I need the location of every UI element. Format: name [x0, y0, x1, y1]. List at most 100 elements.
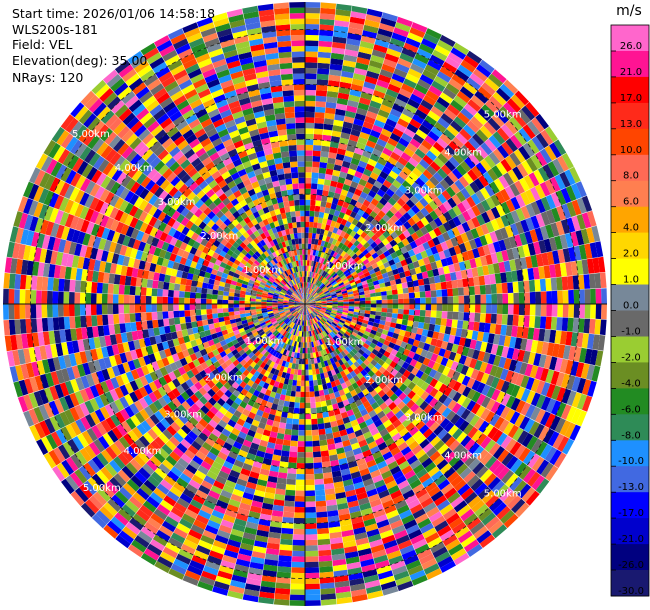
ppi-gate [316, 73, 329, 81]
ppi-gate [556, 277, 563, 291]
ppi-gate [428, 229, 437, 239]
ppi-gate [193, 550, 209, 561]
ppi-gate [320, 257, 325, 264]
ppi-gate [277, 353, 283, 360]
ppi-gate [416, 272, 424, 280]
ppi-gate [318, 312, 324, 316]
ppi-gate [372, 450, 383, 460]
ppi-gate [576, 260, 584, 275]
ppi-gate [374, 84, 388, 94]
ppi-gate [370, 445, 380, 455]
ppi-gate [288, 462, 297, 469]
ppi-gate [300, 304, 305, 308]
ppi-gate [151, 312, 158, 321]
ppi-gate [258, 404, 266, 412]
ppi-gate [159, 551, 176, 564]
ppi-gate [165, 455, 178, 467]
ppi-gate [329, 185, 337, 193]
ppi-gate [491, 304, 498, 314]
ppi-gate [546, 291, 553, 304]
ppi-gate [212, 317, 220, 324]
ppi-gate [383, 123, 395, 133]
ppi-gate [425, 150, 437, 161]
ppi-gate [350, 281, 357, 287]
ppi-gate [305, 161, 313, 167]
ppi-gate [321, 285, 327, 291]
ppi-gate [320, 296, 326, 299]
ppi-gate [267, 413, 276, 421]
ppi-gate [443, 349, 452, 359]
ppi-gate [317, 178, 325, 185]
ppi-gate [518, 127, 532, 143]
ppi-gate [592, 257, 600, 274]
ppi-gate [250, 304, 256, 307]
ppi-gate [316, 273, 320, 280]
ppi-gate [342, 60, 356, 68]
ppi-gate [280, 354, 286, 361]
ppi-gate [358, 328, 366, 334]
ppi-gate [221, 415, 231, 424]
ppi-gate [380, 354, 388, 362]
ppi-gate [337, 280, 343, 285]
ppi-gate [430, 541, 445, 554]
ppi-gate [312, 155, 321, 162]
ppi-gate [387, 331, 394, 338]
ppi-gate [170, 466, 183, 478]
ppi-gate [429, 450, 441, 462]
ppi-gate [504, 185, 516, 199]
ppi-gate [184, 570, 201, 581]
ppi-gate [518, 304, 525, 316]
ppi-gate [429, 175, 440, 187]
ppi-gate [235, 513, 249, 522]
ppi-gate [205, 423, 215, 433]
ppi-gate [322, 337, 327, 344]
ppi-gate [378, 524, 392, 534]
ppi-gate [382, 406, 392, 415]
ppi-gate [320, 251, 325, 258]
ppi-gate [301, 331, 304, 337]
ppi-gate [383, 93, 397, 104]
ppi-gate [376, 341, 384, 348]
ppi-gate [380, 529, 394, 539]
ppi-gate [487, 333, 495, 344]
ppi-gate [378, 278, 385, 284]
ppi-gate [320, 445, 329, 452]
ppi-gate [432, 49, 448, 62]
ppi-ray [305, 28, 442, 304]
ppi-gate [402, 314, 409, 321]
ppi-gate [458, 295, 465, 304]
ppi-gate [373, 419, 383, 428]
ppi-gate [530, 438, 543, 454]
ppi-gate [253, 342, 261, 349]
ppi-gate [132, 513, 147, 527]
ppi-gate [512, 427, 524, 442]
ppi-gate [91, 315, 98, 327]
ppi-gate [430, 310, 437, 318]
ppi-gate [352, 287, 358, 292]
ppi-gate [545, 278, 552, 291]
ppi-gate [326, 307, 333, 310]
ppi-gate [308, 314, 311, 320]
ppi-gate [201, 480, 213, 490]
ppi-gate [382, 222, 391, 231]
ppi-gate [341, 342, 348, 349]
ppi-gate [452, 136, 464, 149]
ppi-gate [208, 397, 217, 406]
ppi-gate [332, 329, 338, 335]
ppi-gate [520, 402, 531, 416]
ppi-gate [427, 59, 442, 71]
ppi-gate [327, 510, 339, 517]
ppi-gate [461, 397, 472, 409]
ppi-gate [149, 492, 163, 504]
ppi-gate [516, 163, 529, 178]
ppi-gate [312, 291, 317, 297]
ppi-ray [258, 304, 305, 605]
ppi-gate [328, 287, 335, 292]
ppi-gate [348, 298, 355, 302]
ppi-gate [421, 38, 437, 50]
ppi-gate [404, 469, 416, 480]
ppi-gate [471, 165, 483, 178]
ppi-gate [301, 375, 305, 381]
ppi-gate [408, 529, 423, 540]
ppi-gate [332, 125, 343, 133]
